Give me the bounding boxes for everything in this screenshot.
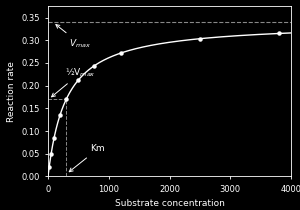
Text: $V_{max}$: $V_{max}$	[56, 25, 91, 50]
Text: ½V$_{max}$: ½V$_{max}$	[52, 67, 96, 97]
Text: Km: Km	[69, 144, 105, 172]
Y-axis label: Reaction rate: Reaction rate	[7, 61, 16, 122]
X-axis label: Substrate concentration: Substrate concentration	[115, 199, 224, 208]
